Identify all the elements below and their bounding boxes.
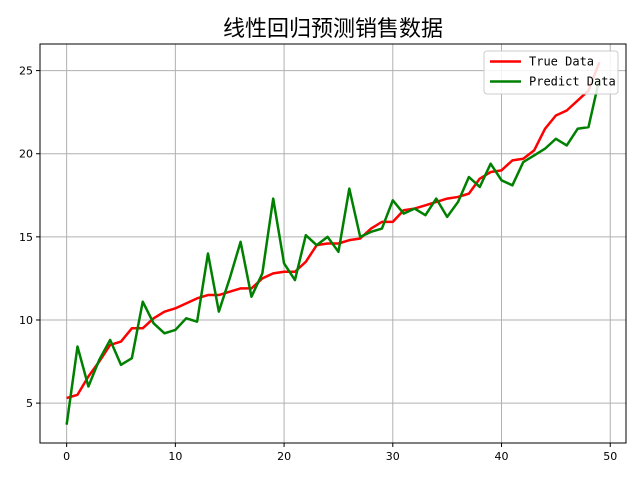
y-tick-label: 20 bbox=[19, 148, 33, 161]
x-tick-label: 50 bbox=[603, 450, 617, 463]
x-tick-label: 20 bbox=[277, 450, 291, 463]
tick-layer: 0 10 20 30 40 50 5 10 15 20 25 bbox=[19, 65, 617, 463]
y-tick-label: 5 bbox=[26, 397, 33, 410]
series-layer bbox=[65, 61, 601, 425]
x-tick-label: 40 bbox=[495, 450, 509, 463]
legend: True Data Predict Data bbox=[483, 50, 619, 95]
series-line-predict-data bbox=[65, 78, 601, 425]
legend-label-true-data: True Data bbox=[529, 55, 594, 69]
legend-label-predict-data: Predict Data bbox=[529, 75, 616, 89]
x-tick-label: 0 bbox=[63, 450, 70, 463]
y-tick-label: 25 bbox=[19, 65, 33, 78]
x-tick-label: 30 bbox=[386, 450, 400, 463]
chart-title: 线性回归预测销售数据 bbox=[223, 17, 443, 42]
y-tick-label: 15 bbox=[19, 231, 33, 244]
y-tick-label: 10 bbox=[19, 314, 33, 327]
plot-frame bbox=[39, 43, 627, 444]
x-tick-label: 10 bbox=[168, 450, 182, 463]
